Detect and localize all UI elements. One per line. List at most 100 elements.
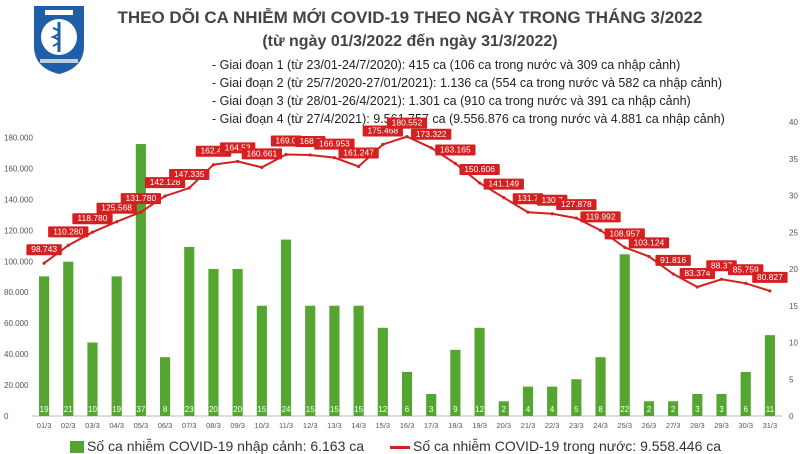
line-value-label: 147.335 — [174, 169, 205, 179]
x-tick-label: 03/3 — [85, 421, 100, 430]
line-point — [550, 212, 554, 216]
x-tick-label: 25/3 — [617, 421, 632, 430]
line-value-label: 131.780 — [126, 193, 157, 203]
x-tick-label: 15/3 — [376, 421, 391, 430]
bar — [643, 401, 655, 416]
bar — [498, 401, 509, 416]
line-point — [574, 216, 578, 220]
line-label-box — [580, 211, 621, 223]
line-value-label: 161.247 — [343, 147, 374, 157]
y-left-tick-label: 0 — [4, 412, 9, 421]
x-tick-label: 28/3 — [690, 421, 705, 430]
line-label-box — [604, 228, 645, 240]
line-value-label: 168.7 — [300, 136, 322, 146]
y-left-tick-label: 80.000 — [4, 288, 29, 297]
line-label-box — [679, 267, 716, 279]
line-label-box — [483, 178, 524, 190]
line-value-label: 162.41 — [200, 146, 226, 156]
y-right-tick-label: 0 — [789, 412, 794, 421]
line-value-label: 83.374 — [684, 268, 710, 278]
line-value-label: 98.743 — [31, 244, 57, 254]
bar — [377, 327, 388, 416]
bar — [87, 342, 98, 416]
line-label-box — [169, 169, 210, 181]
line-point — [429, 146, 433, 150]
line-label-box — [752, 271, 788, 283]
line-label-box — [72, 213, 113, 225]
x-tick-label: 02/3 — [61, 421, 76, 430]
bar — [426, 393, 437, 416]
y-right-tick-label: 5 — [789, 375, 794, 384]
line-point — [236, 159, 240, 164]
bar-value-label: 8 — [163, 405, 168, 414]
bar — [764, 335, 775, 416]
line-point — [66, 243, 70, 247]
y-right-tick-label: 40 — [789, 118, 798, 127]
x-tick-label: 11/3 — [279, 421, 293, 430]
bar — [595, 357, 606, 416]
phase-3-note: - Giai đoạn 3 (từ 28/01-26/4/2021): 1.30… — [212, 94, 691, 108]
line-point — [115, 220, 119, 224]
bar-value-label: 15 — [354, 405, 363, 414]
bar — [256, 305, 267, 416]
bar-value-label: 19 — [112, 405, 121, 414]
chart-subtitle: (từ ngày 01/3/2022 đến ngày 31/3/2022) — [262, 33, 558, 50]
line-value-label: 103.124 — [634, 237, 665, 247]
line-point — [647, 254, 651, 259]
line-label-box — [48, 226, 89, 238]
x-tick-label: 18/3 — [448, 421, 463, 430]
bar-value-label: 2 — [502, 405, 507, 414]
bar — [474, 327, 485, 416]
bar-value-label: 4 — [526, 405, 531, 414]
line-point — [598, 228, 603, 232]
line-series — [43, 135, 771, 292]
line-label-box — [26, 244, 62, 256]
line-value-label: 88.37 — [711, 260, 733, 270]
line-value-label: 91.816 — [660, 255, 686, 265]
y-left-tick-label: 140.000 — [4, 195, 33, 204]
bar-value-label: 5 — [574, 405, 579, 414]
bar-value-label: 15 — [306, 405, 315, 414]
bar-value-label: 12 — [475, 405, 484, 414]
bar — [159, 357, 171, 416]
y-left-tick-label: 40.000 — [4, 350, 29, 359]
x-tick-label: 23/3 — [569, 421, 584, 430]
line-point — [139, 210, 143, 214]
line-point — [284, 152, 288, 157]
x-tick-label: 08/3 — [206, 421, 221, 430]
line-value-label: 119.992 — [585, 211, 615, 221]
bar-value-label: 3 — [695, 405, 700, 414]
line-point — [526, 210, 530, 214]
line-point — [744, 281, 748, 285]
bar-value-label: 19 — [40, 405, 49, 414]
line-point — [332, 156, 337, 160]
line-value-label: 164.53 — [225, 142, 251, 152]
line-label-box — [270, 135, 302, 147]
bar — [716, 393, 727, 416]
line-value-label: 118.780 — [77, 213, 107, 223]
bar-value-label: 8 — [598, 405, 603, 414]
bar-value-label: 4 — [550, 405, 555, 414]
x-tick-label: 17/3 — [424, 421, 439, 430]
line-point — [502, 195, 506, 200]
bar-value-label: 15 — [330, 405, 339, 414]
x-tick-label: 29/3 — [714, 421, 729, 430]
bar-value-label: 12 — [378, 405, 387, 414]
line-label-box — [655, 254, 691, 266]
line-point — [163, 194, 167, 198]
bar — [280, 239, 292, 416]
bar-value-label: 20 — [233, 405, 242, 414]
line-value-label: 108.957 — [609, 228, 640, 238]
x-tick-label: 09/3 — [230, 421, 245, 430]
x-tick-label: 27/3 — [666, 421, 681, 430]
line-value-label: 166.953 — [319, 139, 350, 149]
bar — [329, 305, 340, 416]
phase-2-note: - Giai đoạn 2 (từ 25/7/2020-27/01/2021):… — [212, 76, 722, 90]
bar — [208, 269, 219, 416]
x-tick-label: 20/3 — [496, 421, 511, 430]
legend-line-swatch — [390, 445, 410, 449]
line-value-label: 125.568 — [101, 203, 132, 213]
line-point — [260, 165, 264, 169]
legend-line-series: Số ca nhiễm COVID-19 trong nước: 9.558.4… — [390, 438, 721, 454]
